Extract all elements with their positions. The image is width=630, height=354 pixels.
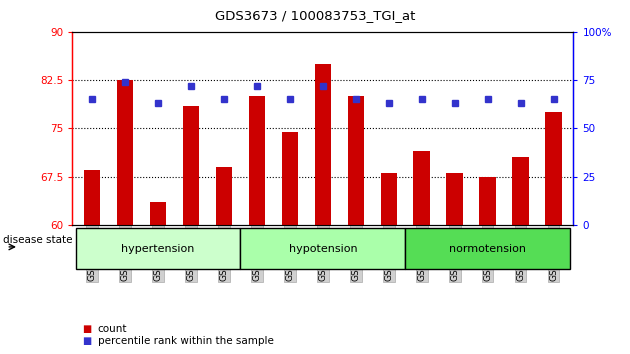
Bar	[314, 64, 331, 225]
Text: GDS3673 / 100083753_TGI_at: GDS3673 / 100083753_TGI_at	[215, 9, 415, 22]
Text: ■: ■	[82, 324, 91, 333]
Bar	[413, 151, 430, 225]
Bar	[282, 132, 298, 225]
Bar	[249, 96, 265, 225]
Bar	[117, 80, 134, 225]
Bar	[348, 96, 364, 225]
Bar	[216, 167, 232, 225]
Bar	[150, 202, 166, 225]
Text: hypotension: hypotension	[289, 244, 357, 254]
Bar	[512, 157, 529, 225]
Bar	[479, 177, 496, 225]
Bar	[84, 170, 100, 225]
Text: disease state: disease state	[3, 235, 72, 245]
Bar	[447, 173, 463, 225]
Bar	[381, 173, 397, 225]
Text: percentile rank within the sample: percentile rank within the sample	[98, 336, 273, 346]
Text: hypertension: hypertension	[122, 244, 195, 254]
Bar	[183, 106, 199, 225]
Text: normotension: normotension	[449, 244, 526, 254]
Text: ■: ■	[82, 336, 91, 346]
Bar	[546, 112, 562, 225]
Text: count: count	[98, 324, 127, 333]
